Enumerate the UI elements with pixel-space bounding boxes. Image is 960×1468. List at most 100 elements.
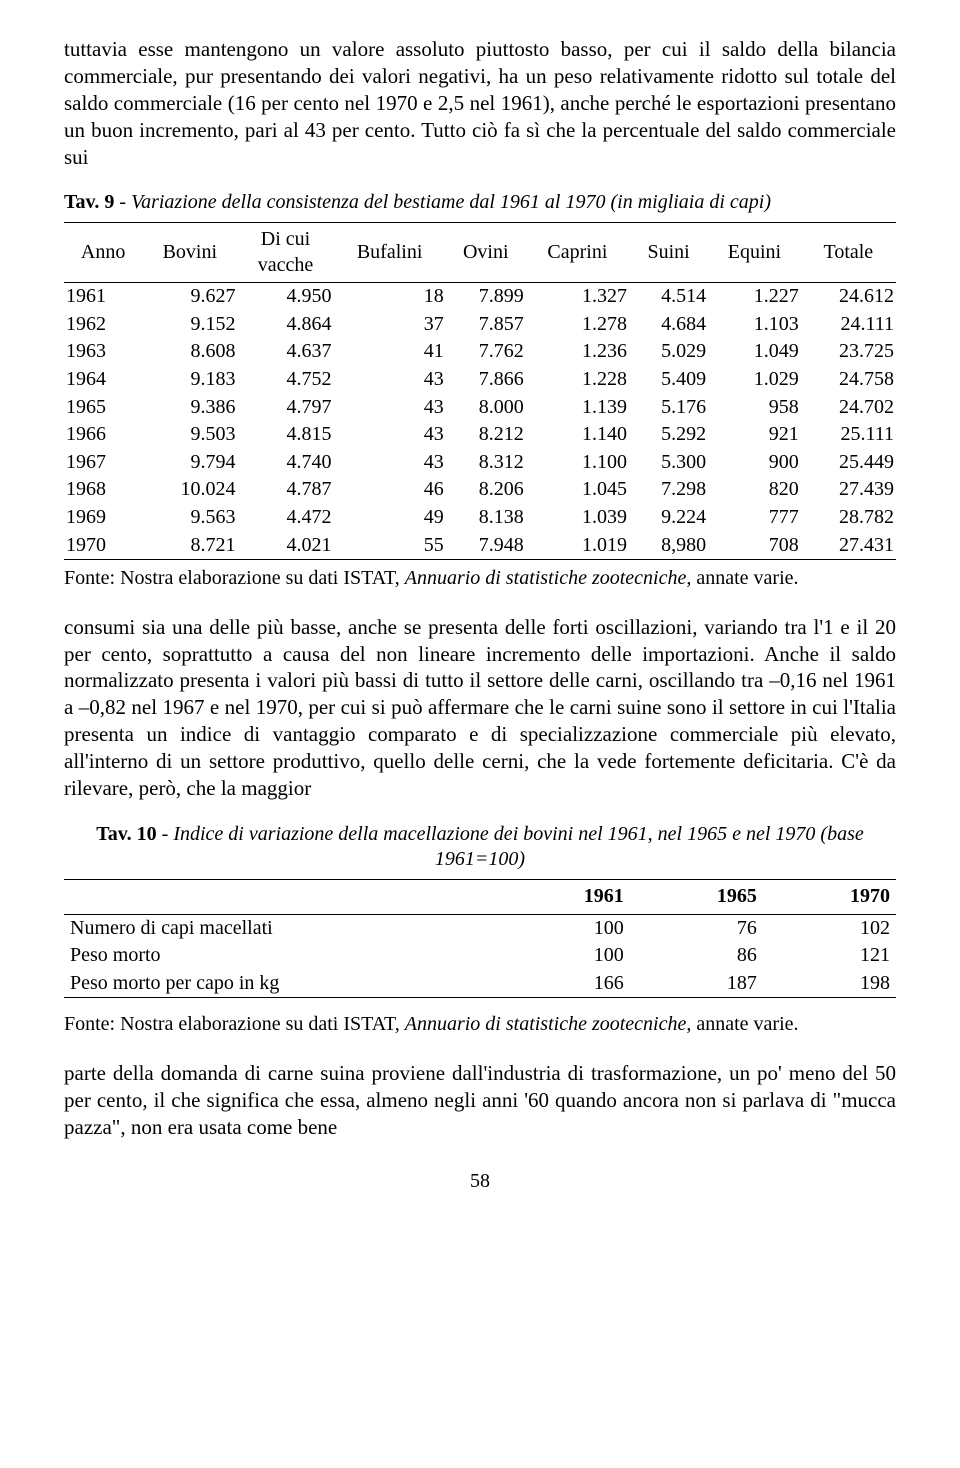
table-cell: 8.000: [446, 394, 526, 422]
table-cell: 4.950: [237, 283, 333, 311]
table-9-col-0: Anno: [64, 222, 142, 282]
table-cell: 8.206: [446, 476, 526, 504]
table-cell: 1.140: [526, 421, 629, 449]
table-cell: 1.019: [526, 532, 629, 560]
table-10-col-1: 1961: [497, 880, 630, 915]
table-10-header-row: 196119651970: [64, 880, 896, 915]
table-cell: 1969: [64, 504, 142, 532]
paragraph-3: parte della domanda di carne suina provi…: [64, 1060, 896, 1141]
table-9-caption: Tav. 9 - Variazione della consistenza de…: [64, 190, 896, 216]
table-row: 19659.3864.797438.0001.1395.17695824.702: [64, 394, 896, 422]
source-9-prefix: Fonte: Nostra elaborazione su dati ISTAT…: [64, 567, 405, 589]
paragraph-2: consumi sia una delle più basse, anche s…: [64, 614, 896, 802]
table-cell: 7.948: [446, 532, 526, 560]
table-9-col-2: Di cuivacche: [237, 222, 333, 282]
table-cell: 5.292: [629, 421, 708, 449]
table-cell: 1970: [64, 532, 142, 560]
table-cell: 8.138: [446, 504, 526, 532]
table-cell: Peso morto per capo in kg: [64, 970, 497, 998]
table-9-col-8: Totale: [801, 222, 896, 282]
table-cell: 4.637: [237, 338, 333, 366]
table-cell: 1.139: [526, 394, 629, 422]
table-cell: 820: [708, 476, 801, 504]
table-cell: 1.049: [708, 338, 801, 366]
table-cell: 24.111: [801, 311, 896, 339]
table-cell: 7.298: [629, 476, 708, 504]
table-cell: 8.608: [142, 338, 237, 366]
table-cell: 25.111: [801, 421, 896, 449]
table-cell: 76: [630, 914, 763, 942]
table-cell: 9.183: [142, 366, 237, 394]
table-cell: 1.103: [708, 311, 801, 339]
source-9-suffix: , annate varie.: [686, 567, 798, 589]
table-cell: 9.794: [142, 449, 237, 477]
table-cell: 24.702: [801, 394, 896, 422]
table-cell: 4.684: [629, 311, 708, 339]
table-cell: 1966: [64, 421, 142, 449]
table-cell: 921: [708, 421, 801, 449]
table-cell: 1968: [64, 476, 142, 504]
table-cell: 46: [334, 476, 446, 504]
table-cell: 4.797: [237, 394, 333, 422]
table-cell: Numero di capi macellati: [64, 914, 497, 942]
table-10-caption-label: Tav. 10: [96, 823, 156, 845]
table-cell: 198: [763, 970, 896, 998]
table-cell: 9.563: [142, 504, 237, 532]
table-cell: 166: [497, 970, 630, 998]
table-row: Numero di capi macellati10076102: [64, 914, 896, 942]
table-row: 19638.6084.637417.7621.2365.0291.04923.7…: [64, 338, 896, 366]
source-10-title: Annuario di statistiche zootecniche: [405, 1013, 687, 1035]
source-10-prefix: Fonte: Nostra elaborazione su dati ISTAT…: [64, 1013, 405, 1035]
table-10: 196119651970 Numero di capi macellati100…: [64, 879, 896, 998]
paragraph-1: tuttavia esse mantengono un valore assol…: [64, 36, 896, 170]
table-cell: 1.278: [526, 311, 629, 339]
table-cell: 1965: [64, 394, 142, 422]
table-cell: 4.740: [237, 449, 333, 477]
table-cell: 1967: [64, 449, 142, 477]
table-cell: 43: [334, 449, 446, 477]
table-cell: 1964: [64, 366, 142, 394]
table-cell: 28.782: [801, 504, 896, 532]
table-cell: 100: [497, 914, 630, 942]
table-cell: 8.212: [446, 421, 526, 449]
table-cell: 5.300: [629, 449, 708, 477]
table-cell: 777: [708, 504, 801, 532]
table-10-source: Fonte: Nostra elaborazione su dati ISTAT…: [64, 1012, 896, 1038]
table-cell: 18: [334, 283, 446, 311]
table-cell: 4.021: [237, 532, 333, 560]
table-cell: 102: [763, 914, 896, 942]
table-cell: 4.472: [237, 504, 333, 532]
table-9-col-1: Bovini: [142, 222, 237, 282]
table-cell: 121: [763, 942, 896, 970]
table-cell: 1.327: [526, 283, 629, 311]
table-cell: 5.409: [629, 366, 708, 394]
table-cell: 43: [334, 421, 446, 449]
table-cell: 1.228: [526, 366, 629, 394]
table-cell: 5.176: [629, 394, 708, 422]
table-cell: 7.762: [446, 338, 526, 366]
table-9-col-3: Bufalini: [334, 222, 446, 282]
table-row: 19669.5034.815438.2121.1405.29292125.111: [64, 421, 896, 449]
table-cell: 1.045: [526, 476, 629, 504]
table-cell: 55: [334, 532, 446, 560]
table-cell: 4.514: [629, 283, 708, 311]
table-cell: 43: [334, 394, 446, 422]
table-cell: 187: [630, 970, 763, 998]
table-row: 19699.5634.472498.1381.0399.22477728.782: [64, 504, 896, 532]
table-cell: 10.024: [142, 476, 237, 504]
table-row: 196810.0244.787468.2061.0457.29882027.43…: [64, 476, 896, 504]
table-cell: 9.224: [629, 504, 708, 532]
table-9-caption-text: - Variazione della consistenza del besti…: [114, 191, 771, 213]
table-cell: 43: [334, 366, 446, 394]
table-cell: 4.787: [237, 476, 333, 504]
table-row: Peso morto per capo in kg166187198: [64, 970, 896, 998]
table-9-col-7: Equini: [708, 222, 801, 282]
table-cell: 7.866: [446, 366, 526, 394]
table-cell: 1963: [64, 338, 142, 366]
table-cell: 100: [497, 942, 630, 970]
table-cell: 900: [708, 449, 801, 477]
table-cell: 8.312: [446, 449, 526, 477]
table-cell: 27.439: [801, 476, 896, 504]
table-cell: 37: [334, 311, 446, 339]
table-cell: 4.864: [237, 311, 333, 339]
